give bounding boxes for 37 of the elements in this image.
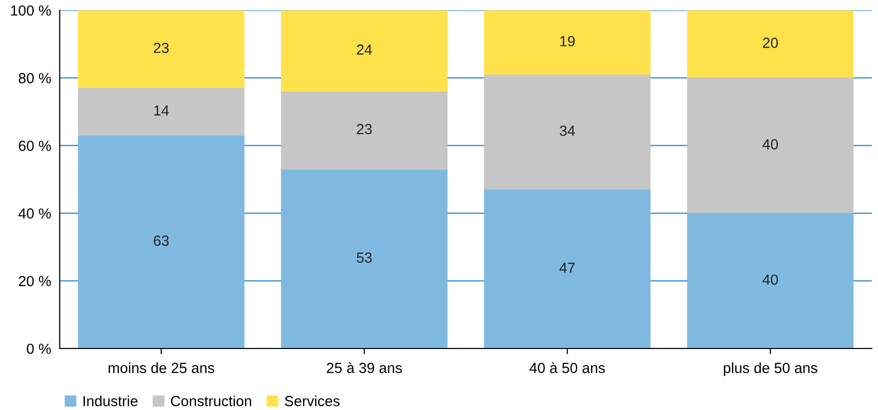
bar [281,169,448,348]
bar [78,88,244,136]
legend-label: Services [284,396,340,406]
bar [281,10,448,92]
data-label: 47 [560,262,575,273]
y-tick-label: 0 % [26,344,51,354]
legend-label: Construction [170,396,252,406]
data-label: 20 [762,38,778,48]
x-tick-label: 25 à 39 ans [326,362,402,374]
data-label: 23 [154,42,169,54]
data-label: 53 [356,252,372,263]
y-tick-label: 40 % [18,208,51,219]
data-label: 34 [560,126,575,136]
legend-label: Industrie [84,396,138,406]
bar [687,78,854,214]
bar [78,135,244,348]
y-tick-label: 80 % [18,73,51,84]
bar [687,10,854,78]
bar [281,91,448,170]
data-label: 14 [154,105,169,116]
bar [78,10,244,88]
y-tick-label: 20 % [18,276,51,286]
data-label: 24 [356,44,372,55]
y-tick-label: 60 % [18,140,51,151]
bar [484,190,651,348]
x-tick-label: moins de 25 ans [108,362,214,374]
data-label: 23 [356,124,372,134]
bar [484,74,651,190]
bar [687,213,854,348]
y-tick-label: 100 % [11,5,51,16]
data-label: 63 [154,236,169,246]
data-label: 40 [762,139,778,150]
data-label: 19 [560,36,575,46]
x-tick-label: 40 à 50 ans [530,362,605,374]
data-label: 40 [762,274,778,285]
bar [484,10,651,75]
x-tick-label: plus de 50 ans [724,362,818,376]
